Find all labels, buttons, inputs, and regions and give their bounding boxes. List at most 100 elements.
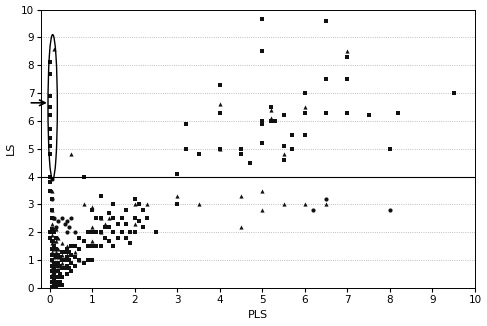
Point — [127, 230, 134, 235]
Point — [54, 235, 62, 241]
Point — [88, 230, 96, 235]
Point — [365, 113, 373, 118]
Point — [46, 113, 54, 118]
Point — [118, 216, 126, 221]
Point — [52, 224, 60, 229]
Point — [88, 207, 96, 213]
Point — [50, 283, 58, 288]
Point — [182, 146, 189, 151]
Point — [48, 241, 56, 246]
Point — [63, 263, 71, 268]
Point — [75, 235, 83, 241]
Point — [50, 272, 58, 277]
Point — [237, 224, 245, 229]
Point — [122, 221, 130, 227]
Point — [97, 216, 105, 221]
Point — [50, 260, 58, 265]
Point — [52, 238, 60, 243]
Point — [97, 216, 105, 221]
Point — [58, 258, 66, 263]
Point — [114, 235, 122, 241]
Point — [48, 177, 56, 182]
Point — [52, 227, 60, 232]
Point — [280, 202, 287, 207]
Point — [63, 246, 71, 252]
Point — [271, 118, 279, 124]
Point — [46, 60, 54, 65]
Point — [84, 230, 92, 235]
Point — [93, 244, 100, 249]
Point — [280, 113, 287, 118]
Point — [110, 216, 117, 221]
Point — [58, 260, 66, 265]
Point — [52, 263, 60, 268]
Point — [67, 260, 75, 265]
Point — [75, 258, 83, 263]
Point — [301, 90, 309, 96]
Point — [48, 238, 56, 243]
Point — [139, 224, 147, 229]
Point — [52, 235, 60, 241]
Point — [93, 230, 100, 235]
Point — [267, 104, 275, 110]
Point — [56, 272, 64, 277]
Point — [144, 216, 151, 221]
Point — [122, 235, 130, 241]
Point — [173, 202, 181, 207]
Point — [50, 266, 58, 271]
Point — [48, 258, 56, 263]
Point — [280, 143, 287, 149]
Point — [394, 110, 402, 115]
Point — [48, 246, 56, 252]
Point — [152, 230, 160, 235]
Point — [131, 196, 139, 201]
Point — [97, 230, 105, 235]
Point — [46, 143, 54, 149]
Point — [52, 246, 60, 252]
Point — [71, 255, 79, 260]
Point — [139, 207, 147, 213]
Point — [67, 216, 75, 221]
Point — [52, 280, 60, 285]
Point — [65, 249, 73, 254]
Point — [63, 218, 71, 224]
Point — [322, 196, 330, 201]
Point — [52, 269, 60, 274]
Point — [259, 121, 266, 126]
Point — [63, 255, 71, 260]
Point — [173, 193, 181, 199]
Point — [54, 218, 62, 224]
Point — [54, 269, 62, 274]
Point — [56, 255, 64, 260]
Point — [67, 152, 75, 157]
Y-axis label: LS: LS — [5, 142, 16, 156]
Point — [144, 202, 151, 207]
Point — [48, 216, 56, 221]
Point — [216, 102, 224, 107]
Point — [46, 152, 54, 157]
Point — [54, 246, 62, 252]
Point — [52, 284, 60, 289]
Point — [237, 146, 245, 151]
Point — [65, 224, 73, 229]
Point — [237, 193, 245, 199]
Point — [67, 269, 75, 274]
Point — [118, 230, 126, 235]
Point — [61, 266, 69, 271]
Point — [259, 207, 266, 213]
Point — [54, 255, 62, 260]
Point — [56, 280, 64, 285]
Point — [131, 221, 139, 227]
Point — [135, 218, 143, 224]
Point — [56, 263, 64, 268]
Point — [88, 205, 96, 210]
Point — [48, 263, 56, 268]
Point — [237, 152, 245, 157]
Point — [63, 244, 71, 249]
Point — [61, 258, 69, 263]
Point — [182, 121, 189, 126]
Point — [97, 244, 105, 249]
Point — [322, 110, 330, 115]
Point — [48, 232, 56, 238]
Point — [288, 132, 296, 138]
